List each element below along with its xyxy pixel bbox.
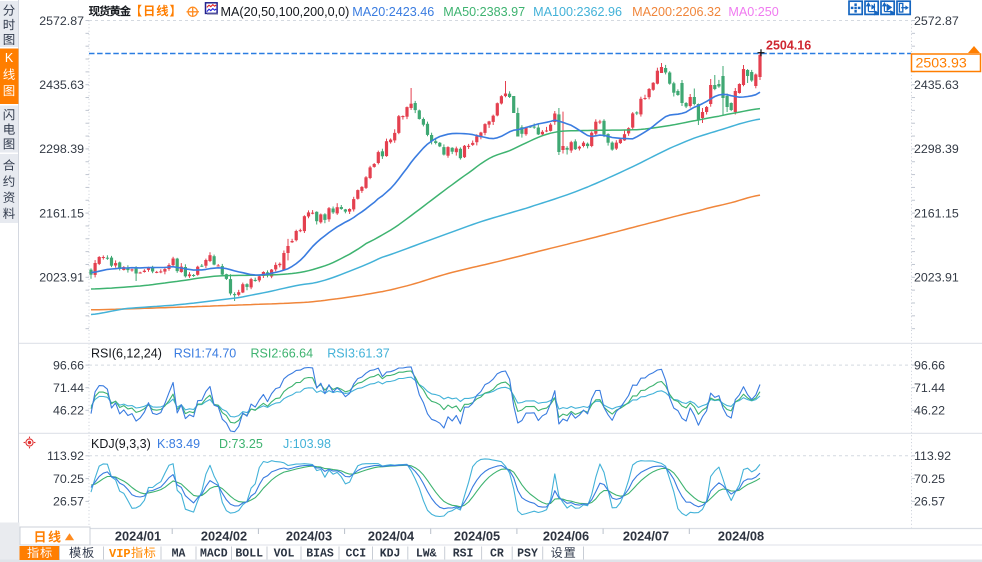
svg-text:LW&: LW& bbox=[416, 548, 437, 561]
svg-text:RSI(6,12,24): RSI(6,12,24) bbox=[91, 347, 162, 361]
svg-text:VOL: VOL bbox=[274, 548, 295, 561]
svg-text:MACD: MACD bbox=[200, 548, 228, 561]
svg-text:J:103.98: J:103.98 bbox=[283, 437, 331, 451]
svg-text:2503.93: 2503.93 bbox=[916, 56, 967, 72]
svg-text:MA100:2362.96: MA100:2362.96 bbox=[533, 5, 622, 19]
svg-text:2024/05: 2024/05 bbox=[454, 528, 500, 543]
svg-text:RSI3:61.37: RSI3:61.37 bbox=[327, 347, 390, 361]
svg-text:2024/02: 2024/02 bbox=[201, 528, 247, 543]
svg-text:70.25: 70.25 bbox=[53, 472, 84, 486]
svg-text:2024/01: 2024/01 bbox=[115, 528, 161, 543]
svg-text:2024/08: 2024/08 bbox=[718, 528, 764, 543]
svg-text:71.44: 71.44 bbox=[53, 381, 84, 395]
svg-text:2572.87: 2572.87 bbox=[914, 14, 959, 28]
svg-text:MA50:2383.97: MA50:2383.97 bbox=[443, 5, 525, 19]
svg-text:BIAS: BIAS bbox=[306, 548, 334, 561]
svg-text:96.66: 96.66 bbox=[914, 358, 945, 372]
svg-text:2435.63: 2435.63 bbox=[39, 78, 84, 92]
svg-text:KDJ: KDJ bbox=[380, 548, 401, 561]
svg-text:2024/04: 2024/04 bbox=[368, 528, 415, 543]
svg-text:K:83.49: K:83.49 bbox=[157, 437, 200, 451]
svg-text:2023.91: 2023.91 bbox=[914, 271, 959, 285]
svg-text:CR: CR bbox=[490, 548, 504, 561]
svg-text:D:73.25: D:73.25 bbox=[219, 437, 263, 451]
svg-text:113.92: 113.92 bbox=[47, 449, 84, 463]
svg-text:RSI: RSI bbox=[453, 548, 474, 561]
svg-text:2435.63: 2435.63 bbox=[914, 78, 959, 92]
svg-text:K: K bbox=[5, 51, 14, 65]
svg-text:113.92: 113.92 bbox=[914, 449, 951, 463]
svg-text:46.22: 46.22 bbox=[53, 404, 84, 418]
svg-text:MA200:2206.32: MA200:2206.32 bbox=[632, 5, 721, 19]
svg-text:RSI2:66.64: RSI2:66.64 bbox=[251, 347, 314, 361]
svg-text:MA(20,50,100,200,0,0): MA(20,50,100,200,0,0) bbox=[221, 5, 350, 19]
svg-text:KDJ(9,3,3): KDJ(9,3,3) bbox=[91, 437, 151, 451]
svg-text:2024/03: 2024/03 bbox=[286, 528, 332, 543]
svg-text:2161.15: 2161.15 bbox=[914, 206, 959, 220]
svg-text:VIP: VIP bbox=[109, 547, 131, 561]
svg-text:2024/07: 2024/07 bbox=[623, 528, 669, 543]
svg-text:26.57: 26.57 bbox=[53, 495, 84, 509]
svg-text:PSY: PSY bbox=[517, 548, 538, 561]
svg-text:26.57: 26.57 bbox=[914, 495, 945, 509]
svg-text:2024/06: 2024/06 bbox=[543, 528, 589, 543]
svg-text:2504.16: 2504.16 bbox=[766, 39, 811, 53]
svg-text:RSI1:74.70: RSI1:74.70 bbox=[174, 347, 237, 361]
svg-text:BOLL: BOLL bbox=[235, 548, 263, 561]
svg-text:70.25: 70.25 bbox=[914, 472, 945, 486]
svg-text:2298.39: 2298.39 bbox=[914, 142, 959, 156]
svg-text:96.66: 96.66 bbox=[53, 358, 84, 372]
svg-text:2572.87: 2572.87 bbox=[39, 14, 84, 28]
svg-text:2161.15: 2161.15 bbox=[39, 206, 84, 220]
svg-text:MA20:2423.46: MA20:2423.46 bbox=[352, 5, 434, 19]
svg-text:2023.91: 2023.91 bbox=[39, 271, 84, 285]
svg-text:CCI: CCI bbox=[345, 548, 366, 561]
svg-text:2298.39: 2298.39 bbox=[39, 142, 84, 156]
svg-text:46.22: 46.22 bbox=[914, 404, 945, 418]
svg-text:MA0:250: MA0:250 bbox=[728, 5, 778, 19]
svg-text:71.44: 71.44 bbox=[914, 381, 945, 395]
svg-text:MA: MA bbox=[172, 548, 186, 561]
